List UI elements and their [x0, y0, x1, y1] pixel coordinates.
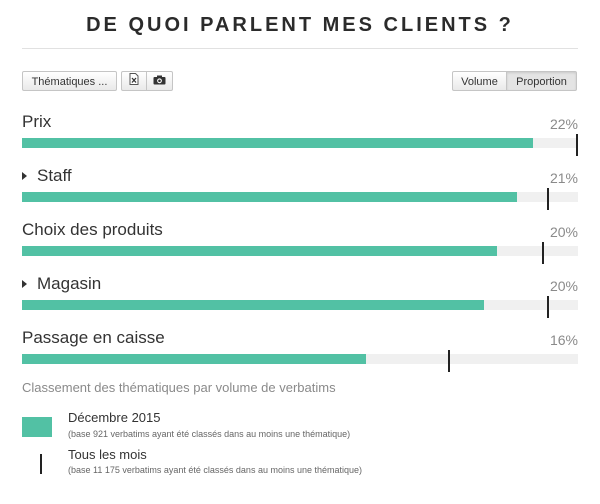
bar-track: [22, 300, 578, 310]
marker-tous-les-mois: [541, 242, 544, 264]
bar-decembre-2015: [22, 300, 485, 310]
legend-note: (base 921 verbatims ayant été classés da…: [68, 429, 351, 439]
legend-name: Tous les mois: [68, 447, 147, 462]
marker-tous-les-mois: [546, 296, 549, 318]
excel-export-icon: [129, 72, 139, 92]
legend-note: (base 11 175 verbatims ayant été classés…: [68, 465, 363, 475]
bar-decembre-2015: [22, 246, 498, 256]
themes-button[interactable]: Thématiques ...: [22, 71, 117, 91]
title-divider: [22, 48, 578, 49]
category-label: Magasin: [37, 274, 102, 293]
bar-track: [22, 246, 578, 256]
chart-row-passage-en-caisse[interactable]: Passage en caisse 16%: [22, 324, 578, 378]
camera-icon: [153, 72, 166, 92]
marker-tous-les-mois: [448, 350, 451, 372]
page-title: DE QUOI PARLENT MES CLIENTS ?: [86, 14, 514, 36]
chart-subtitle: Classement des thématiques par volume de…: [22, 380, 336, 395]
proportion-toggle[interactable]: Proportion: [506, 71, 577, 91]
legend-name: Décembre 2015: [68, 410, 161, 425]
volume-toggle[interactable]: Volume: [452, 71, 507, 91]
category-label: Prix: [22, 112, 52, 131]
bar-decembre-2015: [22, 138, 533, 148]
bar-decembre-2015: [22, 192, 518, 202]
legend-marker-tous-les-mois: [40, 454, 42, 474]
bar-decembre-2015: [22, 354, 366, 364]
bar-track: [22, 192, 578, 202]
value-label: 20%: [549, 224, 578, 240]
chart-row-prix[interactable]: Prix 22%: [22, 108, 578, 162]
bar-track: [22, 354, 578, 364]
marker-tous-les-mois: [576, 134, 578, 156]
value-label: 20%: [549, 278, 578, 294]
marker-tous-les-mois: [546, 188, 549, 210]
category-label: Staff: [37, 166, 72, 185]
excel-export-button[interactable]: [121, 71, 147, 91]
chart-row-staff[interactable]: Staff 21%: [22, 162, 578, 216]
expand-caret-icon[interactable]: [22, 280, 27, 288]
category-label: Passage en caisse: [22, 328, 165, 347]
category-label: Choix des produits: [22, 220, 163, 239]
expand-caret-icon[interactable]: [22, 172, 27, 180]
screenshot-button[interactable]: [146, 71, 173, 91]
bar-track: [22, 138, 578, 148]
legend-swatch-decembre-2015: [22, 417, 52, 437]
chart-row-choix-des-produits[interactable]: Choix des produits 20%: [22, 216, 578, 270]
value-label: 16%: [549, 332, 578, 348]
value-label: 22%: [549, 116, 578, 132]
chart-row-magasin[interactable]: Magasin 20%: [22, 270, 578, 324]
value-label: 21%: [549, 170, 578, 186]
